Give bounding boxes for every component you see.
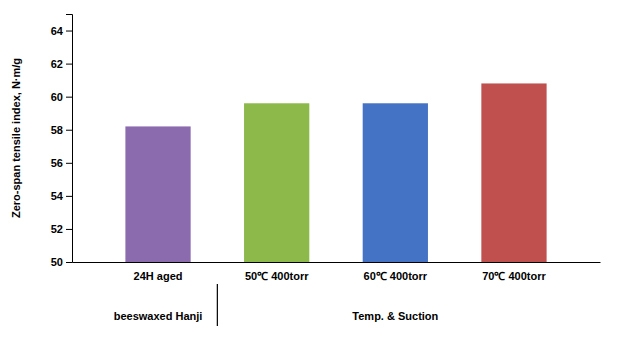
plot: 50 52 54 56 58 60 62 64 24H aged 50℃ 400torr 60℃ 4… <box>10 15 601 327</box>
x-tick: 24H aged <box>134 262 183 282</box>
y-tick: 62 <box>51 58 72 70</box>
group-label: Temp. & Suction <box>352 310 438 322</box>
y-tick-mark <box>66 229 72 230</box>
bar <box>125 126 190 262</box>
group-label: beeswaxed Hanji <box>114 310 203 322</box>
y-tick-mark <box>66 64 72 65</box>
y-tick: 64 <box>51 25 72 37</box>
x-tick-label: 70℃ 400torr <box>482 270 546 282</box>
x-tick-label: 50℃ 400torr <box>245 270 309 282</box>
y-axis-title: Zero-span tensile index, N·m/g <box>10 58 22 218</box>
y-tick-label: 58 <box>51 124 63 136</box>
y-tick-label: 64 <box>51 25 64 37</box>
y-tick-mark <box>66 196 72 197</box>
y-axis: 50 52 54 56 58 60 62 64 <box>51 15 73 269</box>
x-tick-label: 60℃ 400torr <box>364 270 428 282</box>
y-tick: 56 <box>51 157 72 169</box>
y-tick-label: 62 <box>51 58 63 70</box>
y-tick-label: 60 <box>51 91 63 103</box>
y-tick-mark <box>66 97 72 98</box>
y-tick-mark <box>66 31 72 32</box>
x-axis: 24H aged 50℃ 400torr 60℃ 400torr 70℃ 400tor… <box>73 262 601 282</box>
bar <box>244 103 309 262</box>
x-tick-label: 24H aged <box>134 270 183 282</box>
y-tick-label: 56 <box>51 157 63 169</box>
bar <box>363 103 428 262</box>
y-tick: 54 <box>51 190 72 202</box>
chart: 50 52 54 56 58 60 62 64 24H aged 50℃ 400torr 60℃ 4… <box>0 0 620 340</box>
x-tick: 60℃ 400torr <box>364 262 428 282</box>
bars <box>125 83 546 262</box>
y-tick-label: 54 <box>51 190 64 202</box>
y-tick-mark <box>66 130 72 131</box>
bar <box>481 83 546 262</box>
y-tick-label: 52 <box>51 223 63 235</box>
y-tick: 58 <box>51 124 72 136</box>
x-axis-line <box>73 262 601 263</box>
y-tick: 50 <box>51 256 72 268</box>
group-labels: beeswaxed Hanji Temp. & Suction <box>114 284 439 326</box>
y-tick: 52 <box>51 223 72 235</box>
group-divider <box>217 284 218 326</box>
y-tick-mark <box>66 163 72 164</box>
x-tick: 50℃ 400torr <box>245 262 309 282</box>
y-tick-label: 50 <box>51 256 63 268</box>
x-tick: 70℃ 400torr <box>482 262 546 282</box>
y-tick-mark <box>66 262 72 263</box>
y-tick: 60 <box>51 91 72 103</box>
y-axis-line <box>66 15 73 263</box>
